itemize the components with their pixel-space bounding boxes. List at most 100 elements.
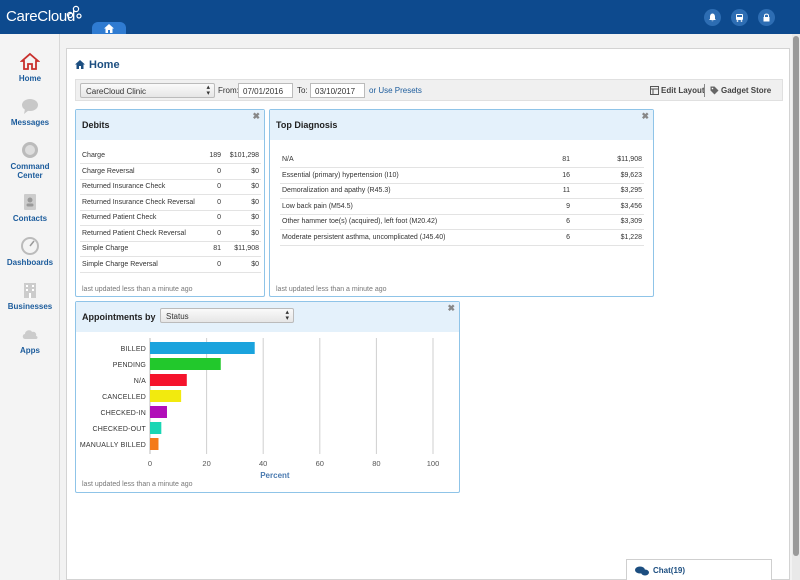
table-row: Simple Charge 81 $11,908 bbox=[80, 241, 261, 257]
category-label: PENDING bbox=[113, 362, 146, 369]
command-center-icon bbox=[22, 142, 38, 158]
table-row: N/A 81 $11,908 bbox=[280, 152, 644, 168]
cell-count: 0 bbox=[198, 179, 223, 195]
cell-amount: $11,908 bbox=[572, 152, 644, 168]
panel-title: Top Diagnosis bbox=[276, 120, 338, 130]
category-label: MANUALLY BILLED bbox=[80, 442, 146, 449]
sidebar: Home Messages Command Center Contacts Da… bbox=[0, 34, 60, 580]
gadget-store-button[interactable]: Gadget Store bbox=[721, 86, 772, 95]
bar bbox=[150, 342, 255, 354]
page-title: Home bbox=[75, 59, 120, 71]
panel-header: Debits ✖ bbox=[76, 110, 264, 140]
x-axis-label: Percent bbox=[260, 471, 290, 480]
diagnosis-table: N/A 81 $11,908 Essential (primary) hyperten… bbox=[280, 152, 644, 246]
close-icon[interactable]: ✖ bbox=[252, 111, 260, 121]
cell-name: Charge bbox=[80, 148, 198, 164]
filter-bar: CareCloud Clinic ▴ ▾ From: 07/01/2016 To:… bbox=[75, 79, 783, 101]
cell-amount: $3,456 bbox=[572, 198, 644, 215]
chat-button[interactable]: Chat(19) bbox=[626, 559, 772, 580]
cell-amount: $11,908 bbox=[223, 241, 261, 257]
main-content: Home CareCloud Clinic ▴ ▾ From: 07/01/201… bbox=[66, 48, 790, 580]
category-label: BILLED bbox=[121, 346, 146, 353]
cell-name: Essential (primary) hypertension (I10) bbox=[280, 167, 560, 184]
use-presets-link[interactable]: or Use Presets bbox=[369, 86, 422, 95]
last-updated-text: last updated less than a minute ago bbox=[276, 286, 387, 293]
sidebar-item-label: Businesses bbox=[7, 302, 53, 311]
table-row: Demoralization and apathy (R45.3) 11 $3,29… bbox=[280, 183, 644, 199]
sidebar-item-businesses[interactable]: Businesses bbox=[0, 280, 60, 311]
sidebar-item-label: Messages bbox=[10, 118, 50, 127]
top-bar: CareCloud bbox=[0, 0, 800, 34]
table-row: Moderate persistent asthma, uncomplicate… bbox=[280, 229, 644, 246]
cell-name: Returned Patient Check Reversal bbox=[80, 225, 198, 242]
building-icon bbox=[24, 283, 36, 298]
cell-count: 81 bbox=[198, 241, 223, 257]
sidebar-item-apps[interactable]: Apps bbox=[0, 324, 60, 355]
chat-bubble-icon bbox=[22, 99, 38, 114]
cell-name: Simple Charge bbox=[80, 241, 198, 257]
bar bbox=[150, 374, 187, 386]
panel-title: Debits bbox=[82, 120, 110, 130]
bar bbox=[150, 406, 167, 418]
cell-count: 9 bbox=[560, 198, 572, 215]
home-tab[interactable] bbox=[92, 22, 126, 34]
clinic-select[interactable]: CareCloud Clinic ▴ ▾ bbox=[80, 83, 215, 98]
x-tick-label: 100 bbox=[427, 459, 440, 468]
last-updated-text: last updated less than a minute ago bbox=[82, 286, 193, 293]
cell-amount: $0 bbox=[223, 256, 261, 273]
from-label: From: bbox=[218, 86, 239, 95]
cell-name: Returned Patient Check bbox=[80, 210, 198, 226]
cell-count: 189 bbox=[198, 148, 223, 164]
cell-count: 0 bbox=[198, 210, 223, 226]
cell-name: Returned Insurance Check bbox=[80, 179, 198, 195]
x-tick-label: 0 bbox=[148, 459, 152, 468]
clinic-select-value: CareCloud Clinic bbox=[86, 87, 147, 96]
sidebar-item-dashboards[interactable]: Dashboards bbox=[0, 236, 60, 267]
cell-count: 81 bbox=[560, 152, 572, 168]
appointments-chart: 0 20 40 60 80 100 BILLED PENDING N/A CANCELLED CHE… bbox=[80, 338, 440, 480]
chat-label: Chat(19) bbox=[653, 566, 686, 575]
bar bbox=[150, 390, 182, 402]
scrollbar-thumb[interactable] bbox=[793, 36, 799, 556]
sidebar-item-label: Home bbox=[18, 74, 42, 83]
table-row: Other hammer toe(s) (acquired), left foo… bbox=[280, 214, 644, 230]
select-arrows-icon: ▴ ▾ bbox=[285, 309, 289, 322]
cell-name: Moderate persistent asthma, uncomplicate… bbox=[280, 229, 560, 246]
sidebar-item-home[interactable]: Home bbox=[0, 52, 60, 83]
cell-count: 0 bbox=[198, 225, 223, 242]
group-by-select[interactable]: Status ▴ ▾ bbox=[160, 308, 294, 323]
category-label: CHECKED-IN bbox=[100, 410, 146, 417]
bar bbox=[150, 422, 162, 434]
from-date-input[interactable]: 07/01/2016 bbox=[238, 83, 293, 98]
tag-icon bbox=[710, 86, 719, 95]
cell-amount: $0 bbox=[223, 225, 261, 242]
cell-name: N/A bbox=[280, 152, 560, 168]
cell-amount: $3,295 bbox=[572, 183, 644, 199]
close-icon[interactable]: ✖ bbox=[447, 303, 455, 313]
gauge-icon bbox=[21, 237, 39, 255]
notifications-button[interactable] bbox=[704, 9, 721, 26]
logo-mark-icon bbox=[66, 5, 82, 19]
debits-panel: Debits ✖ Charge 189 $101,298 Charge Reversa… bbox=[75, 109, 265, 297]
cell-name: Simple Charge Reversal bbox=[80, 256, 198, 273]
edit-layout-button[interactable]: Edit Layout bbox=[661, 86, 705, 95]
cell-count: 0 bbox=[198, 194, 223, 211]
sidebar-item-messages[interactable]: Messages bbox=[0, 96, 60, 127]
table-row: Charge Reversal 0 $0 bbox=[80, 163, 261, 180]
logo[interactable]: CareCloud bbox=[6, 8, 76, 25]
lock-button[interactable] bbox=[758, 9, 775, 26]
cell-count: 11 bbox=[560, 183, 572, 199]
from-date-value: 07/01/2016 bbox=[243, 87, 284, 96]
cell-name: Returned Insurance Check Reversal bbox=[80, 194, 198, 211]
to-date-input[interactable]: 03/10/2017 bbox=[310, 83, 365, 98]
panel-title: Appointments by bbox=[82, 312, 156, 322]
panel-header: Appointments by Status ▴ ▾ ✖ bbox=[76, 302, 459, 332]
sidebar-item-contacts[interactable]: Contacts bbox=[0, 192, 60, 223]
cell-amount: $101,298 bbox=[223, 148, 261, 164]
page-scrollbar[interactable] bbox=[792, 34, 800, 580]
close-icon[interactable]: ✖ bbox=[641, 111, 649, 121]
page-title-text: Home bbox=[89, 59, 120, 71]
transport-button[interactable] bbox=[731, 9, 748, 26]
sidebar-item-command-center[interactable]: Command Center bbox=[0, 140, 60, 180]
table-row: Returned Patient Check 0 $0 bbox=[80, 210, 261, 226]
